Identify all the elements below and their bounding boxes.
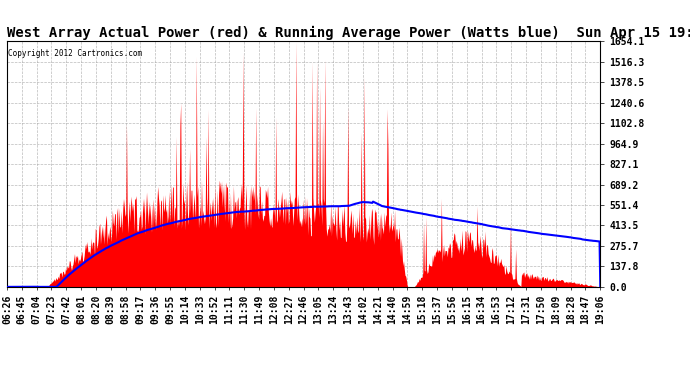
Text: Copyright 2012 Cartronics.com: Copyright 2012 Cartronics.com	[8, 49, 142, 58]
Text: West Array Actual Power (red) & Running Average Power (Watts blue)  Sun Apr 15 1: West Array Actual Power (red) & Running …	[7, 26, 690, 40]
